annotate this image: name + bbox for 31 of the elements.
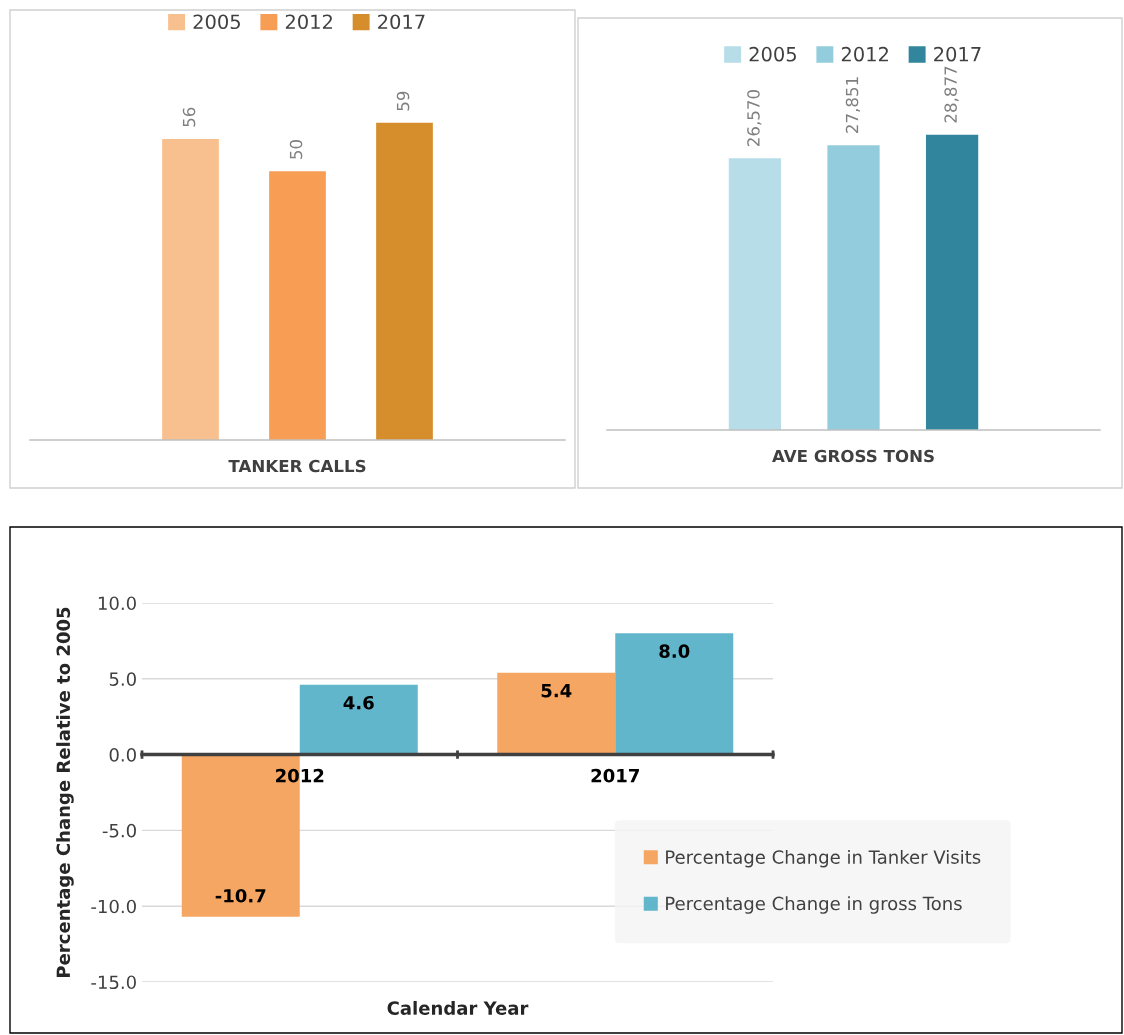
y-tick-label: 0.0 <box>109 748 136 762</box>
x-axis-title: TANKER CALLS <box>228 459 366 473</box>
y-tick-label: -15.0 <box>91 975 136 990</box>
x-axis-title: Calendar Year <box>387 1000 529 1015</box>
category-label: 2012 <box>285 14 332 30</box>
legend-label: Percentage Change in gross Tons <box>666 896 962 914</box>
data-label: 56 <box>182 107 196 127</box>
category-label: 2005 <box>749 46 796 62</box>
data-label: 4.6 <box>343 695 374 710</box>
data-label: 5.4 <box>541 684 572 698</box>
bar <box>497 672 616 755</box>
category-label: 2012 <box>841 46 888 62</box>
category-label: 2017 <box>378 14 425 30</box>
bar <box>299 684 418 755</box>
data-label: 27,851 <box>845 77 861 133</box>
y-axis-title: Percentage Change Relative to 2005 <box>56 607 74 977</box>
data-label: 26,570 <box>747 90 762 147</box>
data-label: 28,877 <box>944 66 959 123</box>
y-tick-label: 10.0 <box>98 596 136 611</box>
data-label: 59 <box>396 91 410 111</box>
category-label: 2005 <box>193 14 240 30</box>
y-tick-label: -5.0 <box>102 823 136 838</box>
y-tick-label: -10.0 <box>91 899 136 914</box>
bar <box>615 633 734 755</box>
data-label: -10.7 <box>215 888 266 903</box>
category-label: 2017 <box>934 46 981 62</box>
data-label: 8.0 <box>659 644 690 658</box>
legend-label: Percentage Change in Tanker Visits <box>666 849 981 868</box>
y-tick-label: 5.0 <box>109 672 136 686</box>
data-label: 50 <box>289 140 303 159</box>
x-axis-title: AVE GROSS TONS <box>772 449 934 463</box>
